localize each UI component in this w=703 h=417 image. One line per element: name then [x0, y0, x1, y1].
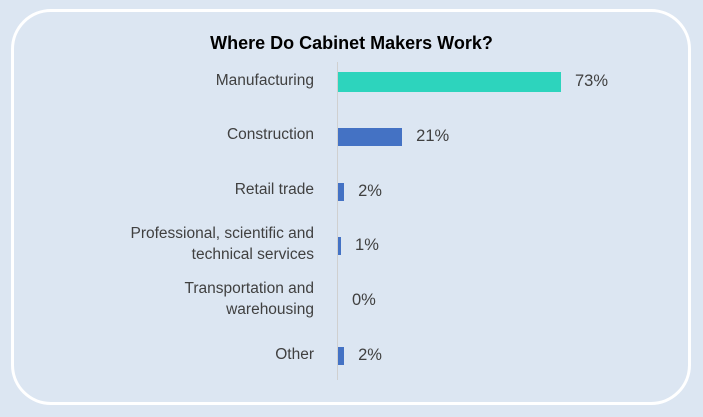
- value-label: 21%: [416, 126, 450, 145]
- value-label: 73%: [575, 72, 609, 90]
- chart-title: Where Do Cabinet Makers Work?: [210, 33, 493, 53]
- category-label: Other: [275, 345, 314, 363]
- bar: [338, 72, 561, 92]
- value-label: 2%: [358, 346, 382, 364]
- category-label: Retail trade: [234, 181, 314, 199]
- bar: [338, 347, 345, 365]
- value-label: 2%: [358, 181, 382, 200]
- category-label: Construction: [226, 126, 314, 144]
- category-label: Professional, scientific and technical s…: [130, 225, 314, 264]
- bar: [338, 237, 342, 256]
- panel: [11, 9, 691, 405]
- category-label: Manufacturing: [215, 71, 314, 89]
- bar: [338, 182, 345, 201]
- value-label: 0%: [352, 291, 376, 310]
- value-label: 1%: [355, 236, 379, 255]
- category-label: Transportation and warehousing: [184, 280, 314, 319]
- axis-line: [337, 62, 338, 380]
- bar: [338, 127, 403, 146]
